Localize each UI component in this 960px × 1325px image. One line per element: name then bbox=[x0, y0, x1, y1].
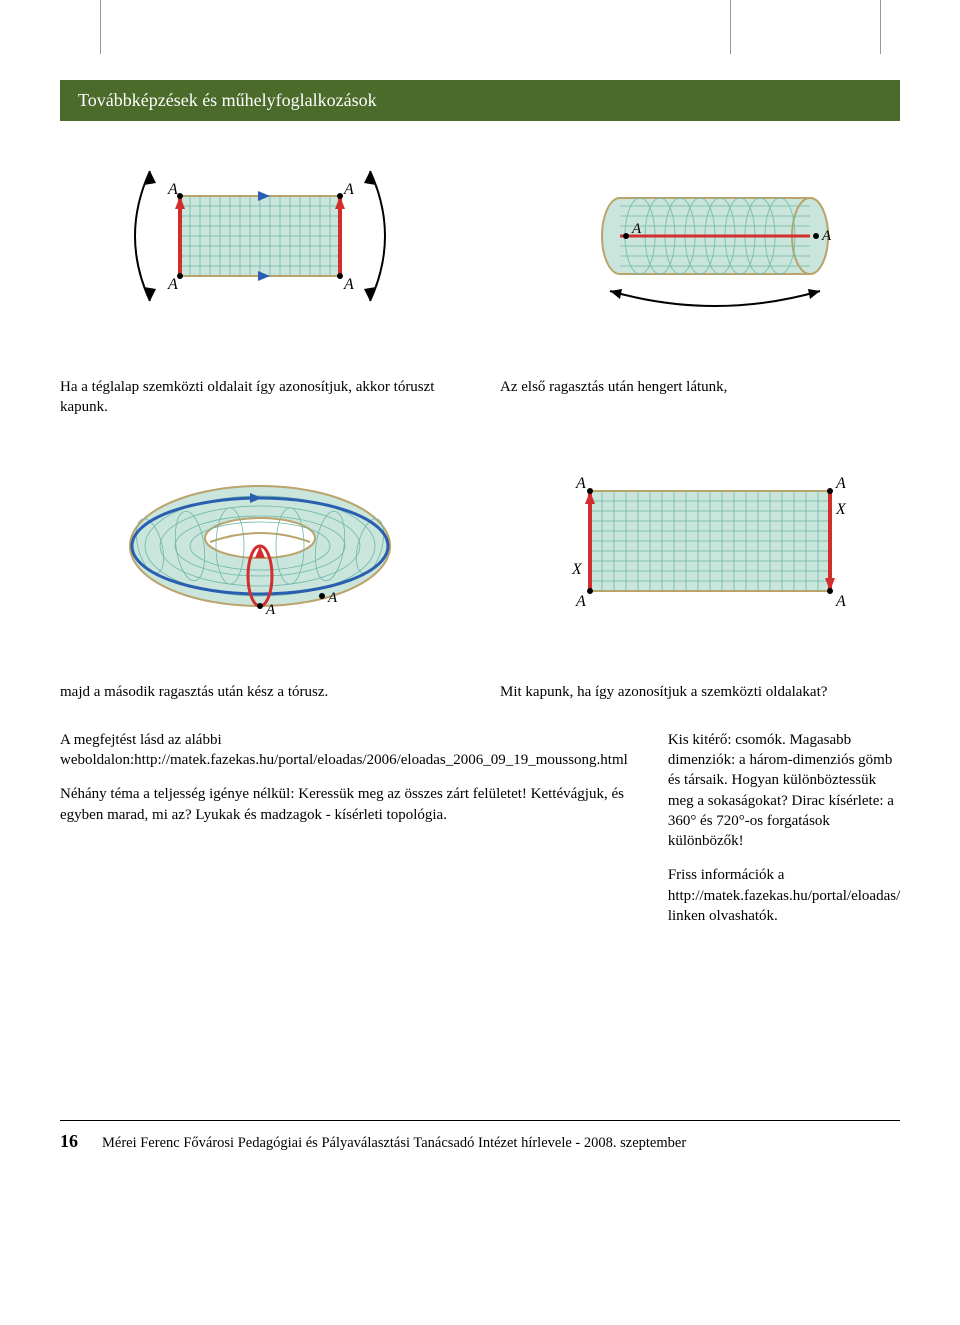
svg-text:X: X bbox=[835, 501, 847, 518]
svg-text:X: X bbox=[571, 561, 583, 578]
svg-text:A: A bbox=[265, 602, 276, 618]
svg-text:A: A bbox=[343, 181, 354, 198]
page-footer: 16 Mérei Ferenc Fővárosi Pedagógiai és P… bbox=[60, 1120, 900, 1152]
caption-row-2: majd a második ragasztás után kész a tór… bbox=[60, 682, 900, 702]
figure-cylinder: A A bbox=[500, 141, 900, 331]
figure-torus: A A bbox=[60, 446, 460, 636]
figure-row-1: A A A A bbox=[60, 141, 900, 349]
body-col-left: A megfejtést lásd az alábbi weboldalon:h… bbox=[60, 730, 628, 940]
page: Továbbképzések és műhelyfoglalkozások bbox=[0, 0, 960, 1325]
body-col-right: Kis kitérő: csomók. Magasabb dimenziók: … bbox=[668, 730, 900, 940]
figure-col-1-left: A A A A bbox=[60, 141, 460, 349]
body-left-p1: A megfejtést lásd az alábbi weboldalon:h… bbox=[60, 730, 628, 771]
footer-text: Mérei Ferenc Fővárosi Pedagógiai és Pály… bbox=[102, 1135, 686, 1152]
body-left-p2: Néhány téma a teljesség igénye nélkül: K… bbox=[60, 784, 628, 825]
caption-r1c2: Az első ragasztás után hengert látunk, bbox=[500, 377, 900, 397]
svg-text:A: A bbox=[575, 593, 586, 610]
body-right-p1: Kis kitérő: csomók. Magasabb dimenziók: … bbox=[668, 730, 900, 852]
svg-text:A: A bbox=[835, 593, 846, 610]
svg-text:A: A bbox=[327, 590, 338, 606]
body-right-p2: Friss információk a http://matek.fazekas… bbox=[668, 865, 900, 926]
figure-col-2-right: A A A A X X bbox=[500, 446, 900, 654]
section-title: Továbbképzések és műhelyfoglalkozások bbox=[78, 90, 377, 110]
figure-rectangle-ax: A A A A X X bbox=[500, 446, 900, 636]
section-header: Továbbképzések és műhelyfoglalkozások bbox=[60, 80, 900, 121]
svg-text:A: A bbox=[167, 276, 178, 293]
svg-text:A: A bbox=[343, 276, 354, 293]
svg-text:A: A bbox=[835, 475, 846, 492]
svg-text:A: A bbox=[575, 475, 586, 492]
figure-col-1-right: A A bbox=[500, 141, 900, 349]
page-number: 16 bbox=[60, 1131, 78, 1152]
caption-r1c1: Ha a téglalap szemközti oldalait így azo… bbox=[60, 377, 460, 418]
svg-text:A: A bbox=[167, 181, 178, 198]
figure-row-2: A A bbox=[60, 446, 900, 654]
body-columns: A megfejtést lásd az alábbi weboldalon:h… bbox=[60, 730, 900, 940]
svg-text:A: A bbox=[631, 221, 642, 237]
top-rule-marks bbox=[0, 0, 960, 54]
caption-r2c2: Mit kapunk, ha így azonosítjuk a szemköz… bbox=[500, 682, 900, 702]
caption-row-1: Ha a téglalap szemközti oldalait így azo… bbox=[60, 377, 900, 418]
caption-r2c1: majd a második ragasztás után kész a tór… bbox=[60, 682, 460, 702]
figure-col-2-left: A A bbox=[60, 446, 460, 654]
svg-text:A: A bbox=[821, 228, 832, 244]
figure-rectangle-identification: A A A A bbox=[60, 141, 460, 331]
